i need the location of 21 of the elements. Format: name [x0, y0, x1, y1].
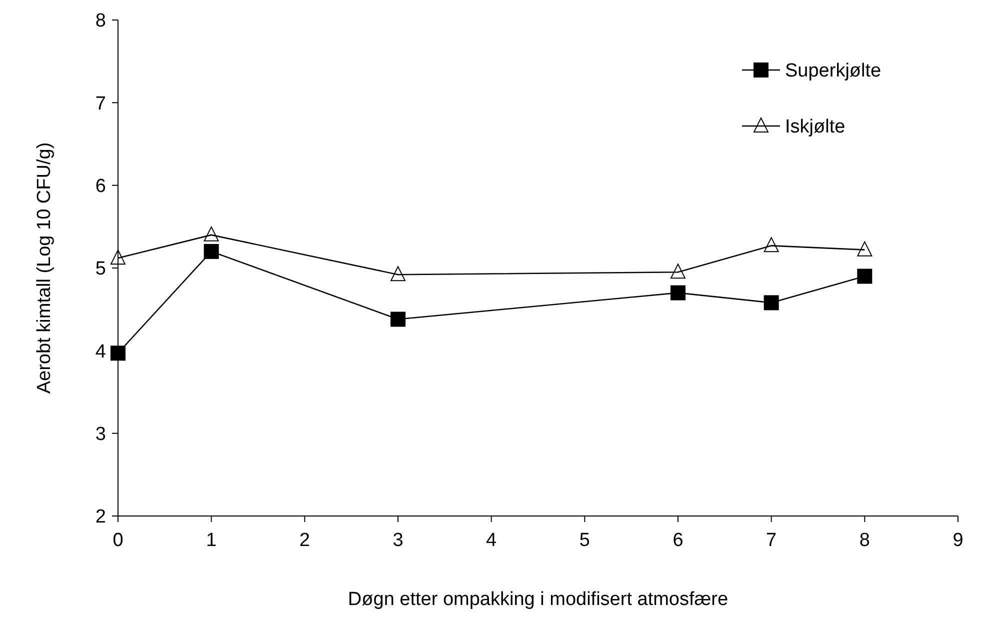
- x-tick-label: 1: [206, 530, 217, 551]
- y-tick-label: 5: [95, 258, 106, 280]
- legend-label: Superkjølte: [785, 60, 882, 82]
- x-tick-label: 6: [672, 530, 684, 551]
- y-tick-label: 3: [95, 424, 106, 445]
- y-tick-label: 2: [95, 506, 106, 528]
- x-axis-title: Døgn etter ompakking i modifisert atmosfære: [348, 589, 728, 610]
- y-tick-label: 6: [95, 176, 106, 197]
- x-tick-label: 5: [579, 530, 590, 551]
- x-tick-label: 8: [859, 530, 870, 551]
- x-tick-label: 4: [486, 530, 498, 551]
- legend-label: Iskjølte: [785, 116, 846, 138]
- x-tick-label: 2: [299, 530, 310, 551]
- x-tick-label: 9: [952, 530, 964, 551]
- y-tick-label: 8: [95, 10, 106, 32]
- y-tick-label: 7: [95, 93, 106, 114]
- y-tick-label: 4: [95, 341, 106, 362]
- x-tick-label: 3: [392, 530, 404, 551]
- x-tick-label: 7: [766, 530, 777, 551]
- x-tick-label: 0: [112, 530, 124, 551]
- y-axis-title: Aerobt kimtall (Log 10 CFU/g): [34, 142, 55, 394]
